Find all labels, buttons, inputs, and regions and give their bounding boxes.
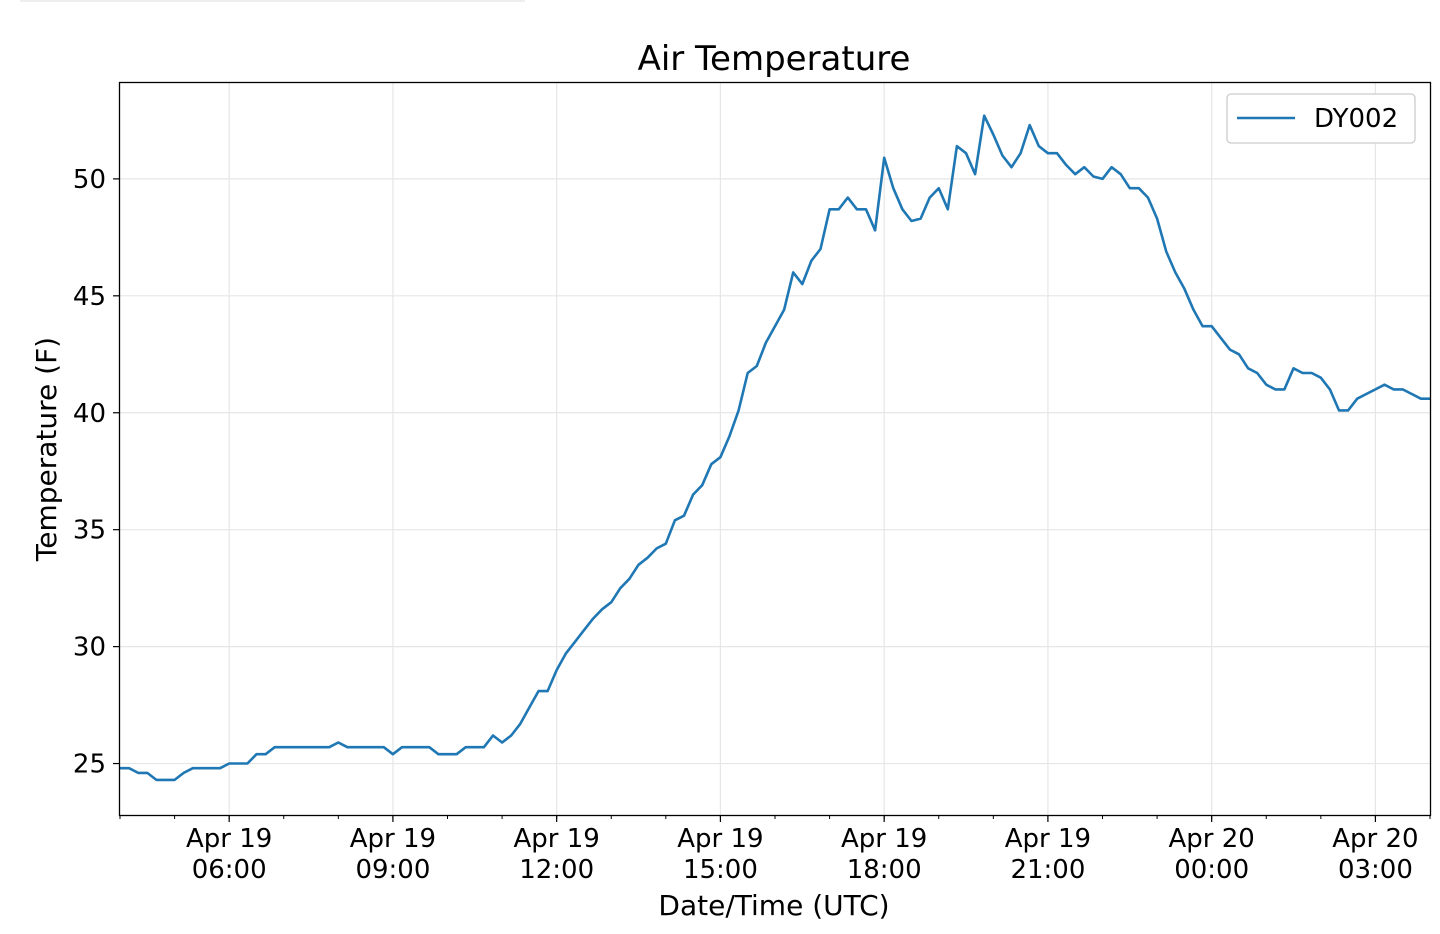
series-layer <box>120 114 1430 782</box>
top-edge-divider <box>20 0 525 2</box>
plot-area-frame <box>118 81 1432 817</box>
legend: DY002 <box>1226 93 1416 144</box>
series-line-dy002 <box>120 114 1430 782</box>
x-tick-label-time: 09:00 <box>355 855 430 885</box>
x-tick-label-date: Apr 19 <box>350 824 436 854</box>
y-tick-label: 50 <box>73 165 106 195</box>
x-tick-label-time: 00:00 <box>1174 855 1249 885</box>
x-tick-label-time: 03:00 <box>1338 855 1413 885</box>
y-tick-label: 45 <box>73 282 106 312</box>
x-tick-label-date: Apr 19 <box>841 824 927 854</box>
x-tick-label-date: Apr 19 <box>514 824 600 854</box>
legend-box <box>1226 93 1416 144</box>
x-tick-label-time: 15:00 <box>683 855 758 885</box>
x-tick-label-time: 21:00 <box>1010 855 1085 885</box>
x-tick-label-date: Apr 20 <box>1332 824 1418 854</box>
x-tick-label-time: 12:00 <box>519 855 594 885</box>
x-tick-label-date: Apr 19 <box>186 824 272 854</box>
y-tick-label: 40 <box>73 399 106 429</box>
x-axis-label: Date/Time (UTC) <box>658 889 889 922</box>
y-axis-label: Temperature (F) <box>30 337 63 562</box>
y-tick-label: 30 <box>73 633 106 663</box>
legend-label-dy002: DY002 <box>1314 104 1398 134</box>
grid-lines <box>120 83 1430 815</box>
x-tick-label-date: Apr 19 <box>1005 824 1091 854</box>
y-axis: 25 30 35 40 45 50 <box>73 165 120 780</box>
chart-title: Air Temperature <box>638 39 911 79</box>
y-tick-label: 35 <box>73 516 106 546</box>
x-tick-label-time: 06:00 <box>192 855 267 885</box>
x-tick-label-date: Apr 20 <box>1169 824 1255 854</box>
y-tick-label: 25 <box>73 750 106 780</box>
x-tick-label-time: 18:00 <box>847 855 922 885</box>
x-tick-label-date: Apr 19 <box>677 824 763 854</box>
